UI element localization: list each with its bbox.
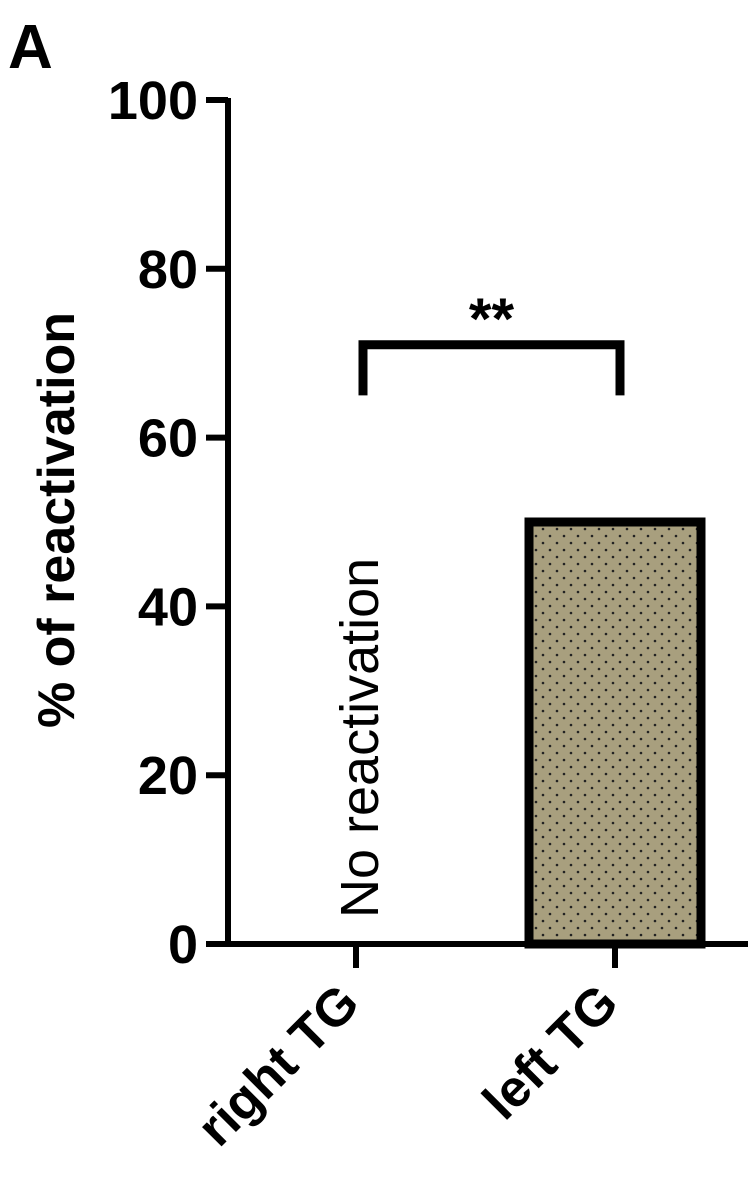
bars [524,517,706,949]
x-tick-label: left TG [472,973,629,1130]
y-tick-label: 100 [108,71,198,131]
y-tick-label: 80 [138,240,198,300]
y-tick-label: 40 [138,577,198,637]
y-tick-label: 60 [138,409,198,469]
y-axis: 0 20 40 60 80 100 [108,71,231,975]
x-axis: right TG left TG [187,941,748,1157]
x-tick-label: right TG [187,973,371,1157]
panel-label: A [8,13,53,82]
significance-bracket: ** [358,287,625,396]
no-reactivation-note: No reactivation [330,558,390,918]
bar-pattern [524,517,706,949]
y-axis-label: % of reactivation [28,312,86,728]
significance-label: ** [469,287,515,352]
y-tick-label: 0 [168,915,198,975]
bracket-line [358,340,625,396]
y-tick-label: 20 [138,746,198,806]
